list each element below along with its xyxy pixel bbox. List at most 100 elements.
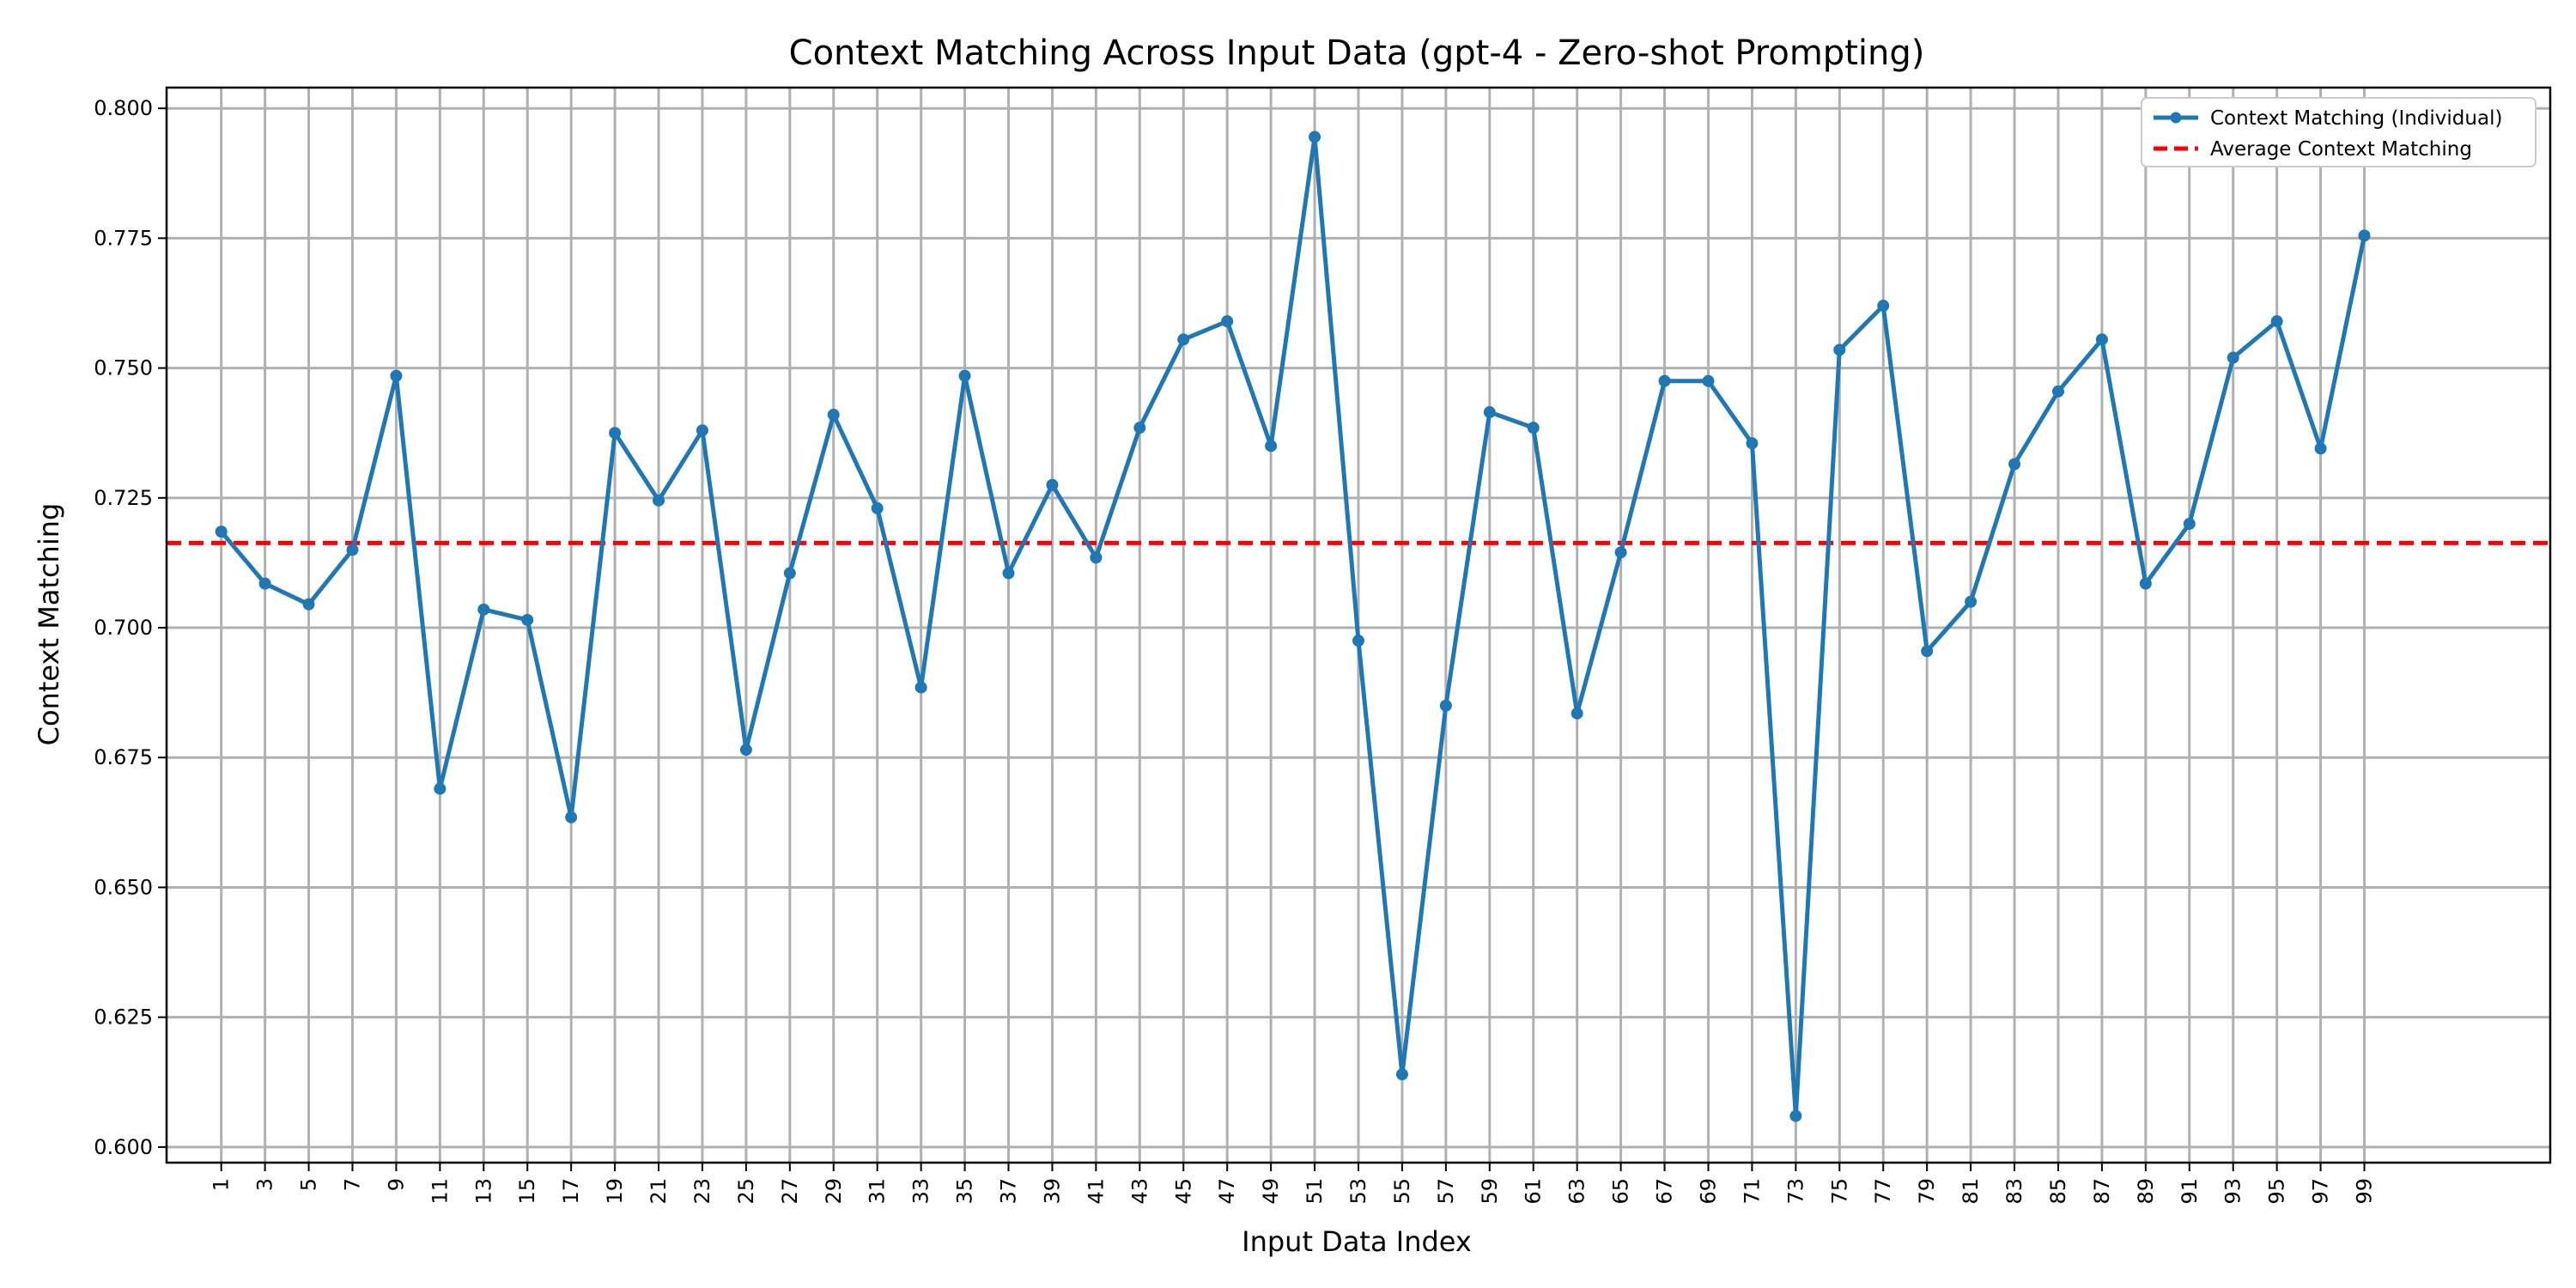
y-tick-label: 0.625 — [94, 1005, 153, 1030]
data-point — [2358, 229, 2371, 242]
x-tick-label: 51 — [1303, 1178, 1327, 1205]
x-tick-label: 91 — [2178, 1178, 2202, 1205]
data-point — [1833, 343, 1846, 356]
data-point — [1309, 131, 1321, 143]
data-point — [346, 544, 359, 556]
x-tick-label: 99 — [2353, 1178, 2377, 1205]
y-tick-label: 0.775 — [94, 226, 153, 250]
data-point — [2051, 385, 2064, 398]
data-point — [696, 424, 708, 437]
data-point — [2139, 577, 2152, 590]
x-tick-label: 83 — [2002, 1178, 2026, 1205]
x-tick-label: 5 — [297, 1178, 321, 1191]
x-tick-label: 59 — [1478, 1178, 1502, 1205]
x-tick-label: 71 — [1740, 1178, 1764, 1205]
x-tick-label: 19 — [603, 1178, 627, 1205]
data-point — [827, 409, 840, 422]
data-point — [215, 526, 228, 538]
x-tick-label: 73 — [1783, 1178, 1807, 1205]
x-tick-label: 69 — [1696, 1178, 1720, 1205]
data-point — [477, 603, 490, 616]
x-tick-label: 41 — [1084, 1178, 1108, 1205]
data-point — [521, 613, 534, 626]
data-point — [1702, 374, 1715, 387]
data-point — [1746, 437, 1759, 450]
data-point — [739, 744, 752, 756]
x-tick-label: 93 — [2221, 1178, 2245, 1205]
x-tick-label: 55 — [1390, 1178, 1414, 1205]
x-tick-label: 21 — [647, 1178, 671, 1205]
x-tick-label: 9 — [384, 1178, 408, 1191]
data-point — [1395, 1068, 1408, 1081]
x-tick-label: 23 — [690, 1178, 714, 1205]
y-tick-label: 0.700 — [94, 616, 153, 640]
x-tick-label: 29 — [822, 1178, 846, 1205]
y-tick-label: 0.675 — [94, 745, 153, 769]
data-point — [1877, 300, 1890, 313]
data-point — [2314, 442, 2327, 455]
x-tick-label: 97 — [2309, 1178, 2333, 1205]
x-tick-label: 7 — [340, 1178, 364, 1191]
legend: Context Matching (Individual) Average Co… — [2141, 97, 2537, 167]
x-tick-label: 75 — [1827, 1178, 1851, 1205]
data-point — [1221, 315, 1234, 328]
data-point — [2227, 351, 2239, 364]
data-point — [565, 811, 578, 823]
x-tick-label: 33 — [909, 1178, 933, 1205]
data-point — [783, 567, 796, 580]
legend-label-individual: Context Matching (Individual) — [2210, 107, 2502, 130]
series-line-individual — [219, 134, 2367, 1119]
data-point — [653, 494, 665, 507]
data-point — [1658, 374, 1671, 387]
data-point — [390, 369, 403, 382]
x-tick-label: 31 — [866, 1178, 890, 1205]
x-tick-label: 17 — [559, 1178, 583, 1205]
x-tick-label: 81 — [1959, 1178, 1983, 1205]
x-tick-label: 1 — [210, 1178, 234, 1191]
data-point — [1046, 478, 1059, 491]
data-point — [1265, 440, 1278, 453]
x-tick-label: 85 — [2046, 1178, 2070, 1205]
data-point — [1921, 645, 1934, 658]
legend-marker-individual — [2170, 112, 2182, 124]
data-point — [1571, 707, 1583, 720]
data-point — [2095, 333, 2108, 346]
data-point — [914, 681, 927, 694]
x-tick-label: 57 — [1434, 1178, 1458, 1205]
x-tick-label: 25 — [734, 1178, 758, 1205]
data-point — [2008, 458, 2021, 471]
data-point — [1614, 546, 1627, 559]
y-axis-ticks: 0.600 0.625 0.650 0.675 0.700 0.725 0.750 0.775… — [94, 96, 167, 1159]
x-tick-label: 87 — [2090, 1178, 2114, 1205]
y-tick-label: 0.800 — [94, 96, 153, 120]
x-tick-label: 67 — [1653, 1178, 1677, 1205]
x-tick-label: 35 — [953, 1178, 977, 1205]
data-point — [2183, 518, 2196, 531]
x-tick-label: 53 — [1346, 1178, 1370, 1205]
grid — [167, 88, 2550, 1163]
data-point — [434, 782, 447, 795]
series-layer — [215, 131, 2371, 1122]
data-point — [609, 427, 622, 440]
y-tick-label: 0.650 — [94, 875, 153, 899]
legend-box — [2141, 97, 2537, 167]
x-tick-label: 37 — [997, 1178, 1021, 1205]
data-point — [302, 598, 315, 611]
data-point — [958, 369, 971, 382]
data-point — [1965, 595, 1978, 608]
y-tick-label: 0.600 — [94, 1135, 153, 1159]
x-tick-label: 63 — [1565, 1178, 1589, 1205]
x-tick-label: 79 — [1915, 1178, 1939, 1205]
y-axis-label: Context Matching — [33, 503, 65, 746]
data-point — [1352, 635, 1364, 647]
x-tick-label: 43 — [1127, 1178, 1151, 1205]
x-tick-label: 49 — [1259, 1178, 1283, 1205]
data-point — [1483, 406, 1496, 419]
data-point — [258, 577, 271, 590]
x-axis-label: Input Data Index — [1242, 1225, 1472, 1258]
x-tick-label: 15 — [515, 1178, 539, 1205]
x-tick-label: 47 — [1215, 1178, 1239, 1205]
data-point — [1133, 422, 1146, 434]
x-tick-label: 95 — [2265, 1178, 2289, 1205]
